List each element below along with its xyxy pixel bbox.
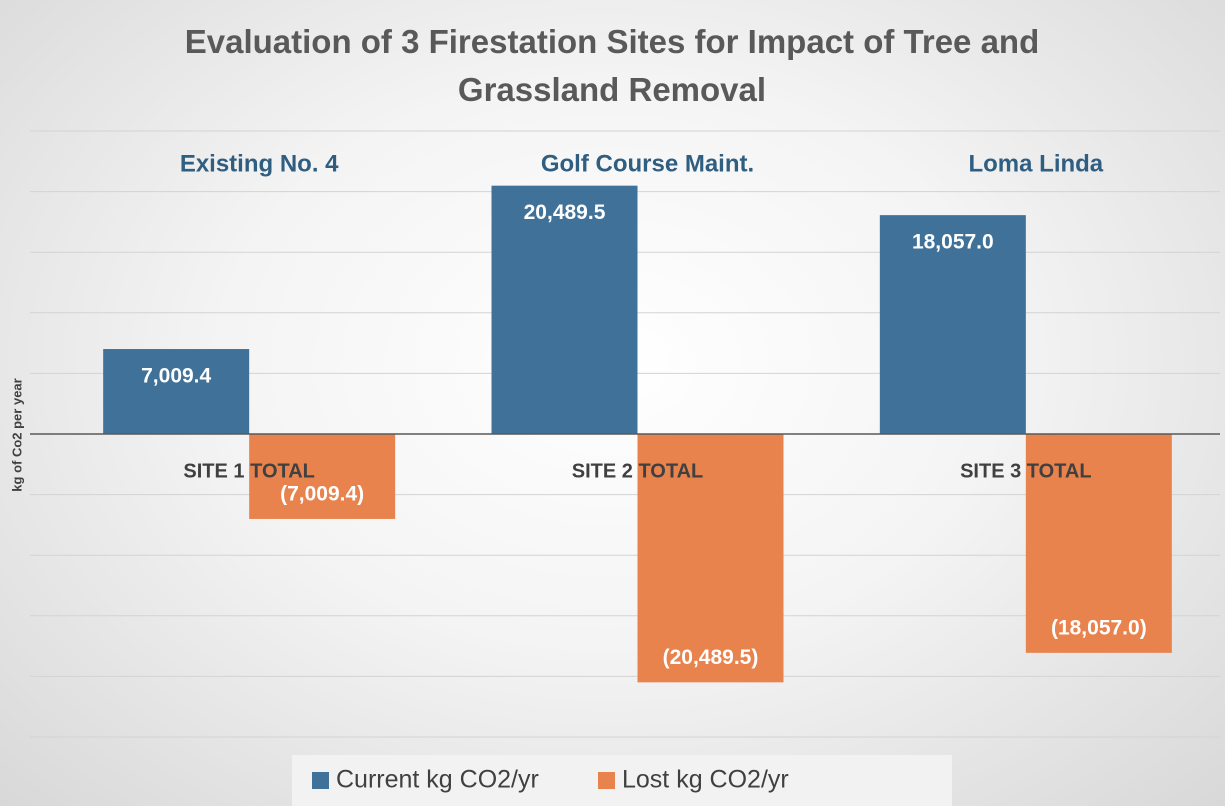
value-label: (18,057.0) [1051, 616, 1147, 639]
value-label: (20,489.5) [663, 646, 759, 669]
bar [249, 434, 396, 519]
legend-label: Lost kg CO2/yr [622, 766, 789, 794]
value-label: (7,009.4) [280, 483, 364, 506]
legend-swatch [312, 772, 329, 789]
site-annotation: Loma Linda [968, 150, 1103, 177]
value-label: 20,489.5 [524, 201, 606, 224]
chart-title: Evaluation of 3 Firestation Sites for Im… [184, 23, 1040, 108]
site-annotation: Golf Course Maint. [541, 150, 754, 177]
legend-box [292, 755, 952, 806]
value-label: 7,009.4 [141, 365, 211, 388]
bar [879, 215, 1026, 434]
x-tick-label: SITE 3 TOTAL [960, 460, 1092, 482]
x-tick-label: SITE 2 TOTAL [572, 460, 704, 482]
legend-swatch [598, 772, 615, 789]
legend-label: Current kg CO2/yr [336, 766, 539, 794]
bar [1025, 434, 1172, 653]
value-label: 18,057.0 [912, 231, 994, 254]
x-tick-label: SITE 1 TOTAL [183, 460, 315, 482]
y-axis-label: kg of Co2 per year [9, 378, 24, 491]
bar [491, 185, 638, 434]
bar [637, 434, 784, 683]
site-annotation: Existing No. 4 [180, 150, 339, 177]
bar [103, 349, 250, 434]
